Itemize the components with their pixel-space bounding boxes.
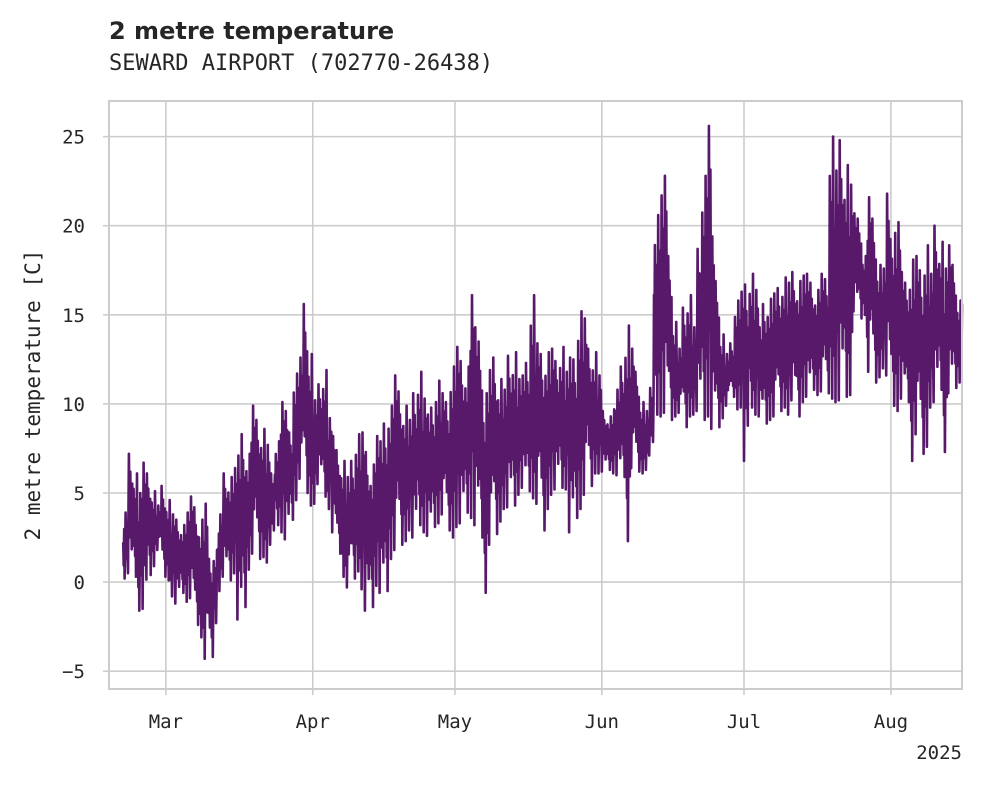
- x-tick-label: Jun: [585, 711, 619, 733]
- chart-subtitle: SEWARD AIRPORT (702770-26438): [109, 51, 494, 76]
- y-tick-label: 20: [62, 216, 85, 238]
- y-tick-label: 25: [62, 127, 85, 149]
- x-axis-year-label: 2025: [916, 742, 962, 764]
- y-tick-label: 0: [74, 572, 85, 594]
- temperature-series-line: [121, 124, 964, 660]
- chart-title: 2 metre temperature: [109, 17, 395, 45]
- y-axis-ticks: −5 0 5 10 15 20 25: [62, 127, 109, 683]
- plot-frame: [108, 100, 963, 690]
- x-tick-label: Mar: [149, 711, 183, 733]
- x-tick-label: Aug: [874, 711, 908, 733]
- x-tick-label: Jul: [727, 711, 761, 733]
- y-tick-label: 15: [62, 305, 85, 327]
- series-layer: [121, 124, 964, 660]
- y-tick-label: −5: [62, 661, 85, 683]
- y-tick-label: 10: [62, 394, 85, 416]
- x-tick-label: May: [438, 711, 472, 733]
- x-tick-label: Apr: [296, 711, 330, 733]
- y-axis-label: 2 metre temperature [C]: [21, 250, 45, 541]
- y-tick-label: 5: [74, 483, 85, 505]
- x-axis-ticks: Mar Apr May Jun Jul Aug: [149, 689, 908, 733]
